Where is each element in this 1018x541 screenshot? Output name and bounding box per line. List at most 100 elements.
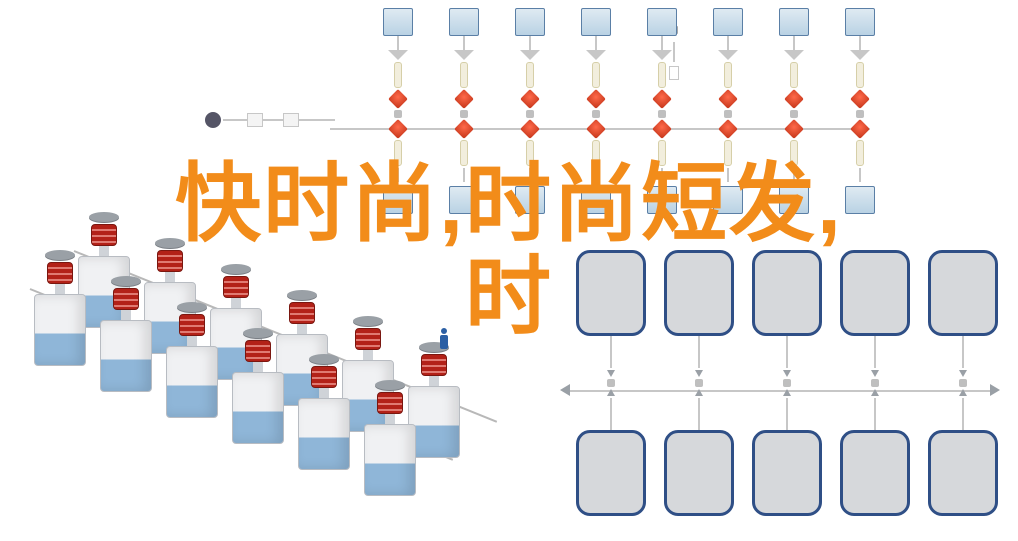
valve-icon xyxy=(784,89,804,109)
valve-icon xyxy=(586,89,606,109)
cap-stack-icon xyxy=(91,224,117,246)
valve-icon xyxy=(454,89,474,109)
cap-disc-icon xyxy=(243,328,273,338)
funnel-icon xyxy=(388,50,408,60)
bottle xyxy=(228,328,288,444)
arrow-left-icon xyxy=(560,384,570,396)
column-tube-icon xyxy=(394,140,402,166)
cap-disc-icon xyxy=(375,380,405,390)
bottle-body xyxy=(232,372,284,444)
valve-icon xyxy=(652,119,672,139)
canvas: 快时尚,时尚短发, 时 xyxy=(0,0,1018,541)
inline-filter-icon xyxy=(247,113,263,127)
column-tube-icon xyxy=(658,62,666,88)
cap-disc-icon xyxy=(45,250,75,260)
valve-icon xyxy=(388,119,408,139)
sensor-icon xyxy=(779,186,809,214)
bottle-body xyxy=(100,320,152,392)
valve-icon xyxy=(520,119,540,139)
tank-icon xyxy=(928,430,998,516)
column-tube-icon xyxy=(394,62,402,88)
tank-icon xyxy=(928,250,998,336)
schematic-column xyxy=(700,8,756,236)
schematic-column xyxy=(766,8,822,236)
sensor-icon xyxy=(581,186,611,214)
schematic-column xyxy=(832,8,888,236)
tank-icon xyxy=(752,250,822,336)
tank-column xyxy=(660,250,738,530)
cap-stack-icon xyxy=(289,302,315,324)
schematic-column xyxy=(436,8,492,236)
column-tube-icon xyxy=(790,62,798,88)
tank-column xyxy=(748,250,826,530)
valve-icon xyxy=(718,89,738,109)
valve-icon xyxy=(784,119,804,139)
arrow-down-icon xyxy=(783,370,791,377)
sensor-icon xyxy=(515,186,545,214)
funnel-icon xyxy=(652,50,672,60)
valve-icon xyxy=(454,119,474,139)
arrow-down-icon xyxy=(871,370,879,377)
bottle xyxy=(30,250,90,366)
column-tube-icon xyxy=(724,140,732,166)
arrow-up-icon xyxy=(783,389,791,396)
arrow-up-icon xyxy=(959,389,967,396)
arrow-down-icon xyxy=(695,370,703,377)
person-icon xyxy=(438,328,450,350)
sensor-icon xyxy=(845,8,875,36)
cap-stack-icon xyxy=(311,366,337,388)
cap-disc-icon xyxy=(111,276,141,286)
column-tube-icon xyxy=(592,62,600,88)
column-tube-icon xyxy=(856,140,864,166)
sensor-icon xyxy=(383,186,413,214)
cap-stack-icon xyxy=(157,250,183,272)
tank-column xyxy=(924,250,1002,530)
cap-stack-icon xyxy=(179,314,205,336)
cap-disc-icon xyxy=(89,212,119,222)
sensor-icon xyxy=(449,8,479,36)
funnel-icon xyxy=(718,50,738,60)
bottle-body xyxy=(364,424,416,496)
top-schematic xyxy=(330,8,870,236)
cap-stack-icon xyxy=(223,276,249,298)
inline-filter-icon xyxy=(283,113,299,127)
arrow-down-icon xyxy=(959,370,967,377)
isometric-bottle-array xyxy=(4,230,484,530)
bottle xyxy=(360,380,420,496)
tank-icon xyxy=(576,250,646,336)
funnel-icon xyxy=(784,50,804,60)
cap-disc-icon xyxy=(353,316,383,326)
schematic-column xyxy=(634,8,690,236)
bottle xyxy=(294,354,354,470)
valve-icon xyxy=(850,89,870,109)
cap-stack-icon xyxy=(355,328,381,350)
tank-icon xyxy=(664,250,734,336)
arrow-up-icon xyxy=(695,389,703,396)
arrow-down-icon xyxy=(607,370,615,377)
bottle-body xyxy=(298,398,350,470)
tank-icon xyxy=(840,250,910,336)
sensor-icon xyxy=(779,8,809,36)
cap-disc-icon xyxy=(287,290,317,300)
valve-icon xyxy=(520,89,540,109)
tank-icon xyxy=(576,430,646,516)
funnel-icon xyxy=(520,50,540,60)
column-tube-icon xyxy=(460,140,468,166)
tank-icon xyxy=(752,430,822,516)
cap-disc-icon xyxy=(309,354,339,364)
tank-column xyxy=(836,250,914,530)
sensor-icon xyxy=(581,8,611,36)
column-tube-icon xyxy=(856,62,864,88)
column-tube-icon xyxy=(724,62,732,88)
cap-stack-icon xyxy=(113,288,139,310)
feed-line xyxy=(205,112,335,132)
arrow-up-icon xyxy=(607,389,615,396)
tank-column xyxy=(572,250,650,530)
funnel-icon xyxy=(454,50,474,60)
sensor-icon xyxy=(845,186,875,214)
valve-icon xyxy=(388,89,408,109)
tank-icon xyxy=(664,430,734,516)
valve-icon xyxy=(850,119,870,139)
sensor-icon xyxy=(449,186,479,214)
cap-stack-icon xyxy=(245,340,271,362)
